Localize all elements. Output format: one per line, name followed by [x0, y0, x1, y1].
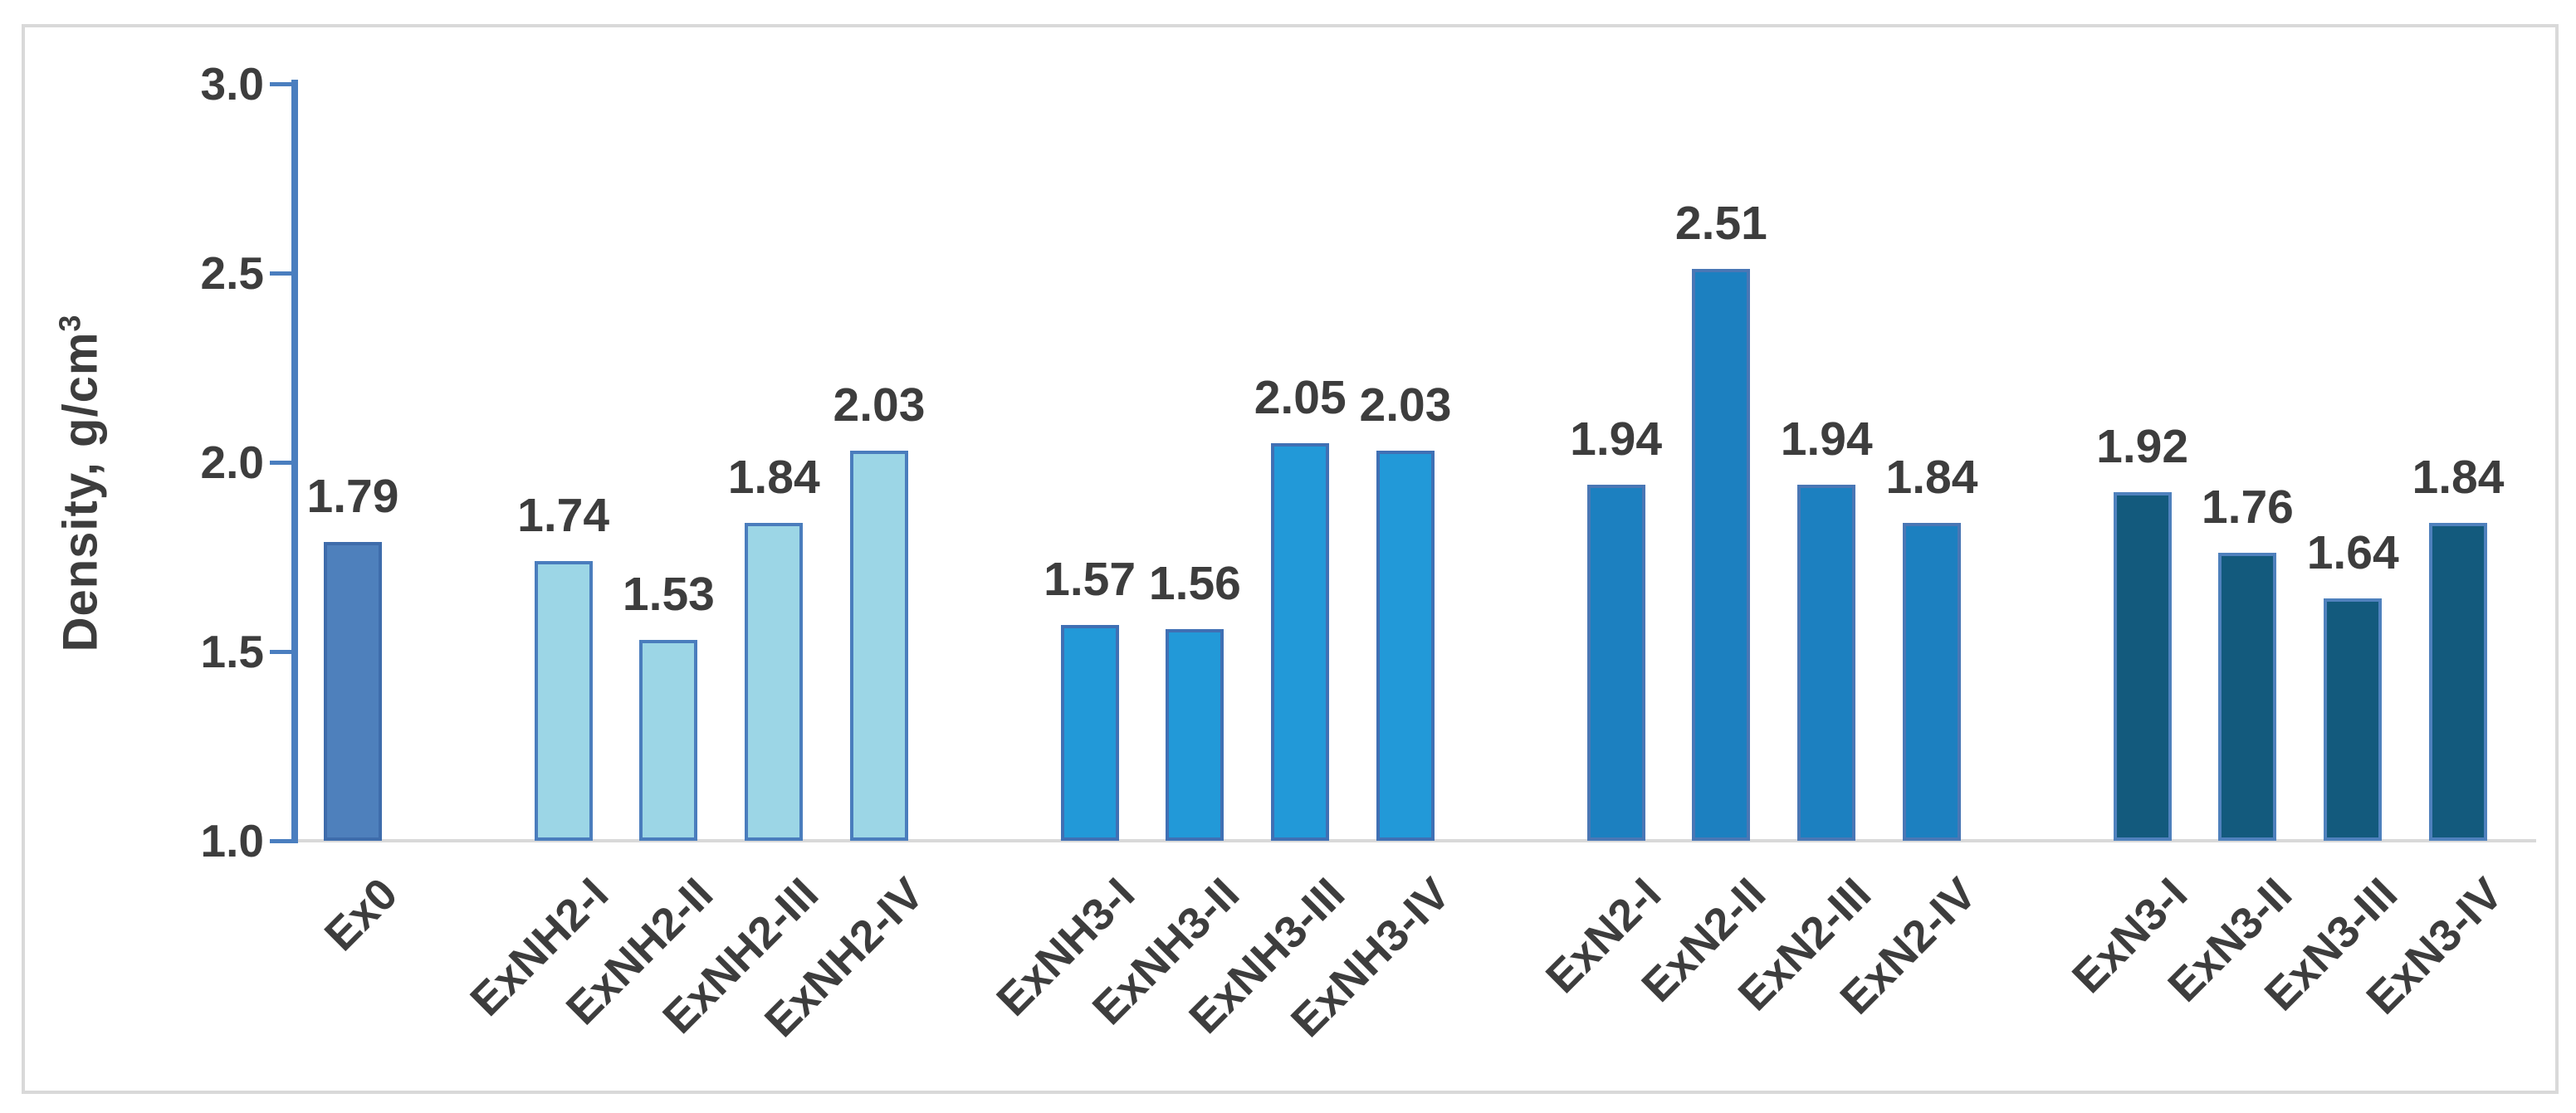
bar-value-label-ExN2-III: 1.94 — [1780, 412, 1873, 466]
y-axis-title-main: Density, g/cm — [53, 331, 108, 652]
y-axis-tick-label: 2.0 — [200, 437, 264, 488]
bar-ExNH2-III — [745, 522, 804, 841]
y-axis-tick-label: 2.5 — [200, 247, 264, 299]
bar-value-label-ExNH2-II: 1.53 — [622, 568, 715, 622]
bar-value-label-Ex0: 1.79 — [306, 469, 399, 523]
bar-value-label-ExNH3-IV: 2.03 — [1359, 378, 1452, 432]
x-axis-baseline — [291, 839, 2536, 842]
bar-value-label-ExNH3-I: 1.57 — [1044, 553, 1136, 607]
bar-ExNH3-I — [1060, 625, 1119, 841]
bar-ExNH2-II — [639, 640, 698, 841]
bar-value-label-ExNH3-III: 2.05 — [1254, 371, 1347, 425]
bar-ExN3-II — [2218, 553, 2277, 841]
bar-ExNH2-I — [534, 560, 593, 841]
bar-ExN2-IV — [1903, 522, 1961, 841]
y-axis-tick-mark — [270, 461, 291, 465]
y-axis-tick-mark — [270, 650, 291, 654]
bar-value-label-ExN3-II: 1.76 — [2201, 481, 2294, 535]
bar-ExNH2-IV — [850, 451, 908, 841]
bar-value-label-ExN3-IV: 1.84 — [2412, 450, 2505, 504]
bar-ExN3-IV — [2429, 522, 2487, 841]
bar-value-label-ExN3-III: 1.64 — [2306, 526, 2399, 580]
bar-value-label-ExNH2-III: 1.84 — [727, 450, 820, 504]
y-axis-title: Density, g/cm3 — [52, 315, 108, 652]
bar-ExNH3-III — [1271, 443, 1330, 841]
y-axis-tick-label: 1.0 — [200, 815, 264, 866]
y-axis-tick-label: 3.0 — [200, 58, 264, 110]
bar-ExN3-I — [2113, 492, 2172, 841]
bar-ExNH3-IV — [1376, 451, 1435, 841]
y-axis-line — [291, 80, 298, 843]
bar-value-label-ExNH2-IV: 2.03 — [833, 378, 926, 432]
y-axis-tick-mark — [270, 271, 291, 276]
y-axis-tick-mark — [270, 839, 291, 843]
bar-value-label-ExNH2-I: 1.74 — [517, 488, 610, 542]
bar-value-label-ExN2-II: 2.51 — [1674, 197, 1767, 251]
bar-ExNH3-II — [1166, 628, 1224, 841]
bar-value-label-ExNH3-II: 1.56 — [1148, 556, 1241, 610]
bar-ExN3-III — [2324, 598, 2383, 841]
y-axis-tick-label: 1.5 — [200, 626, 264, 677]
bar-Ex0 — [324, 541, 382, 841]
bar-value-label-ExN2-IV: 1.84 — [1885, 450, 1978, 504]
bar-value-label-ExN2-I: 1.94 — [1570, 412, 1663, 466]
bar-ExN2-III — [1797, 485, 1856, 841]
y-axis-tick-mark — [270, 82, 291, 86]
bar-ExN2-II — [1692, 269, 1751, 841]
bar-ExN2-I — [1586, 485, 1645, 841]
bar-value-label-ExN3-I: 1.92 — [2096, 420, 2189, 474]
y-axis-title-superscript: 3 — [52, 314, 87, 332]
